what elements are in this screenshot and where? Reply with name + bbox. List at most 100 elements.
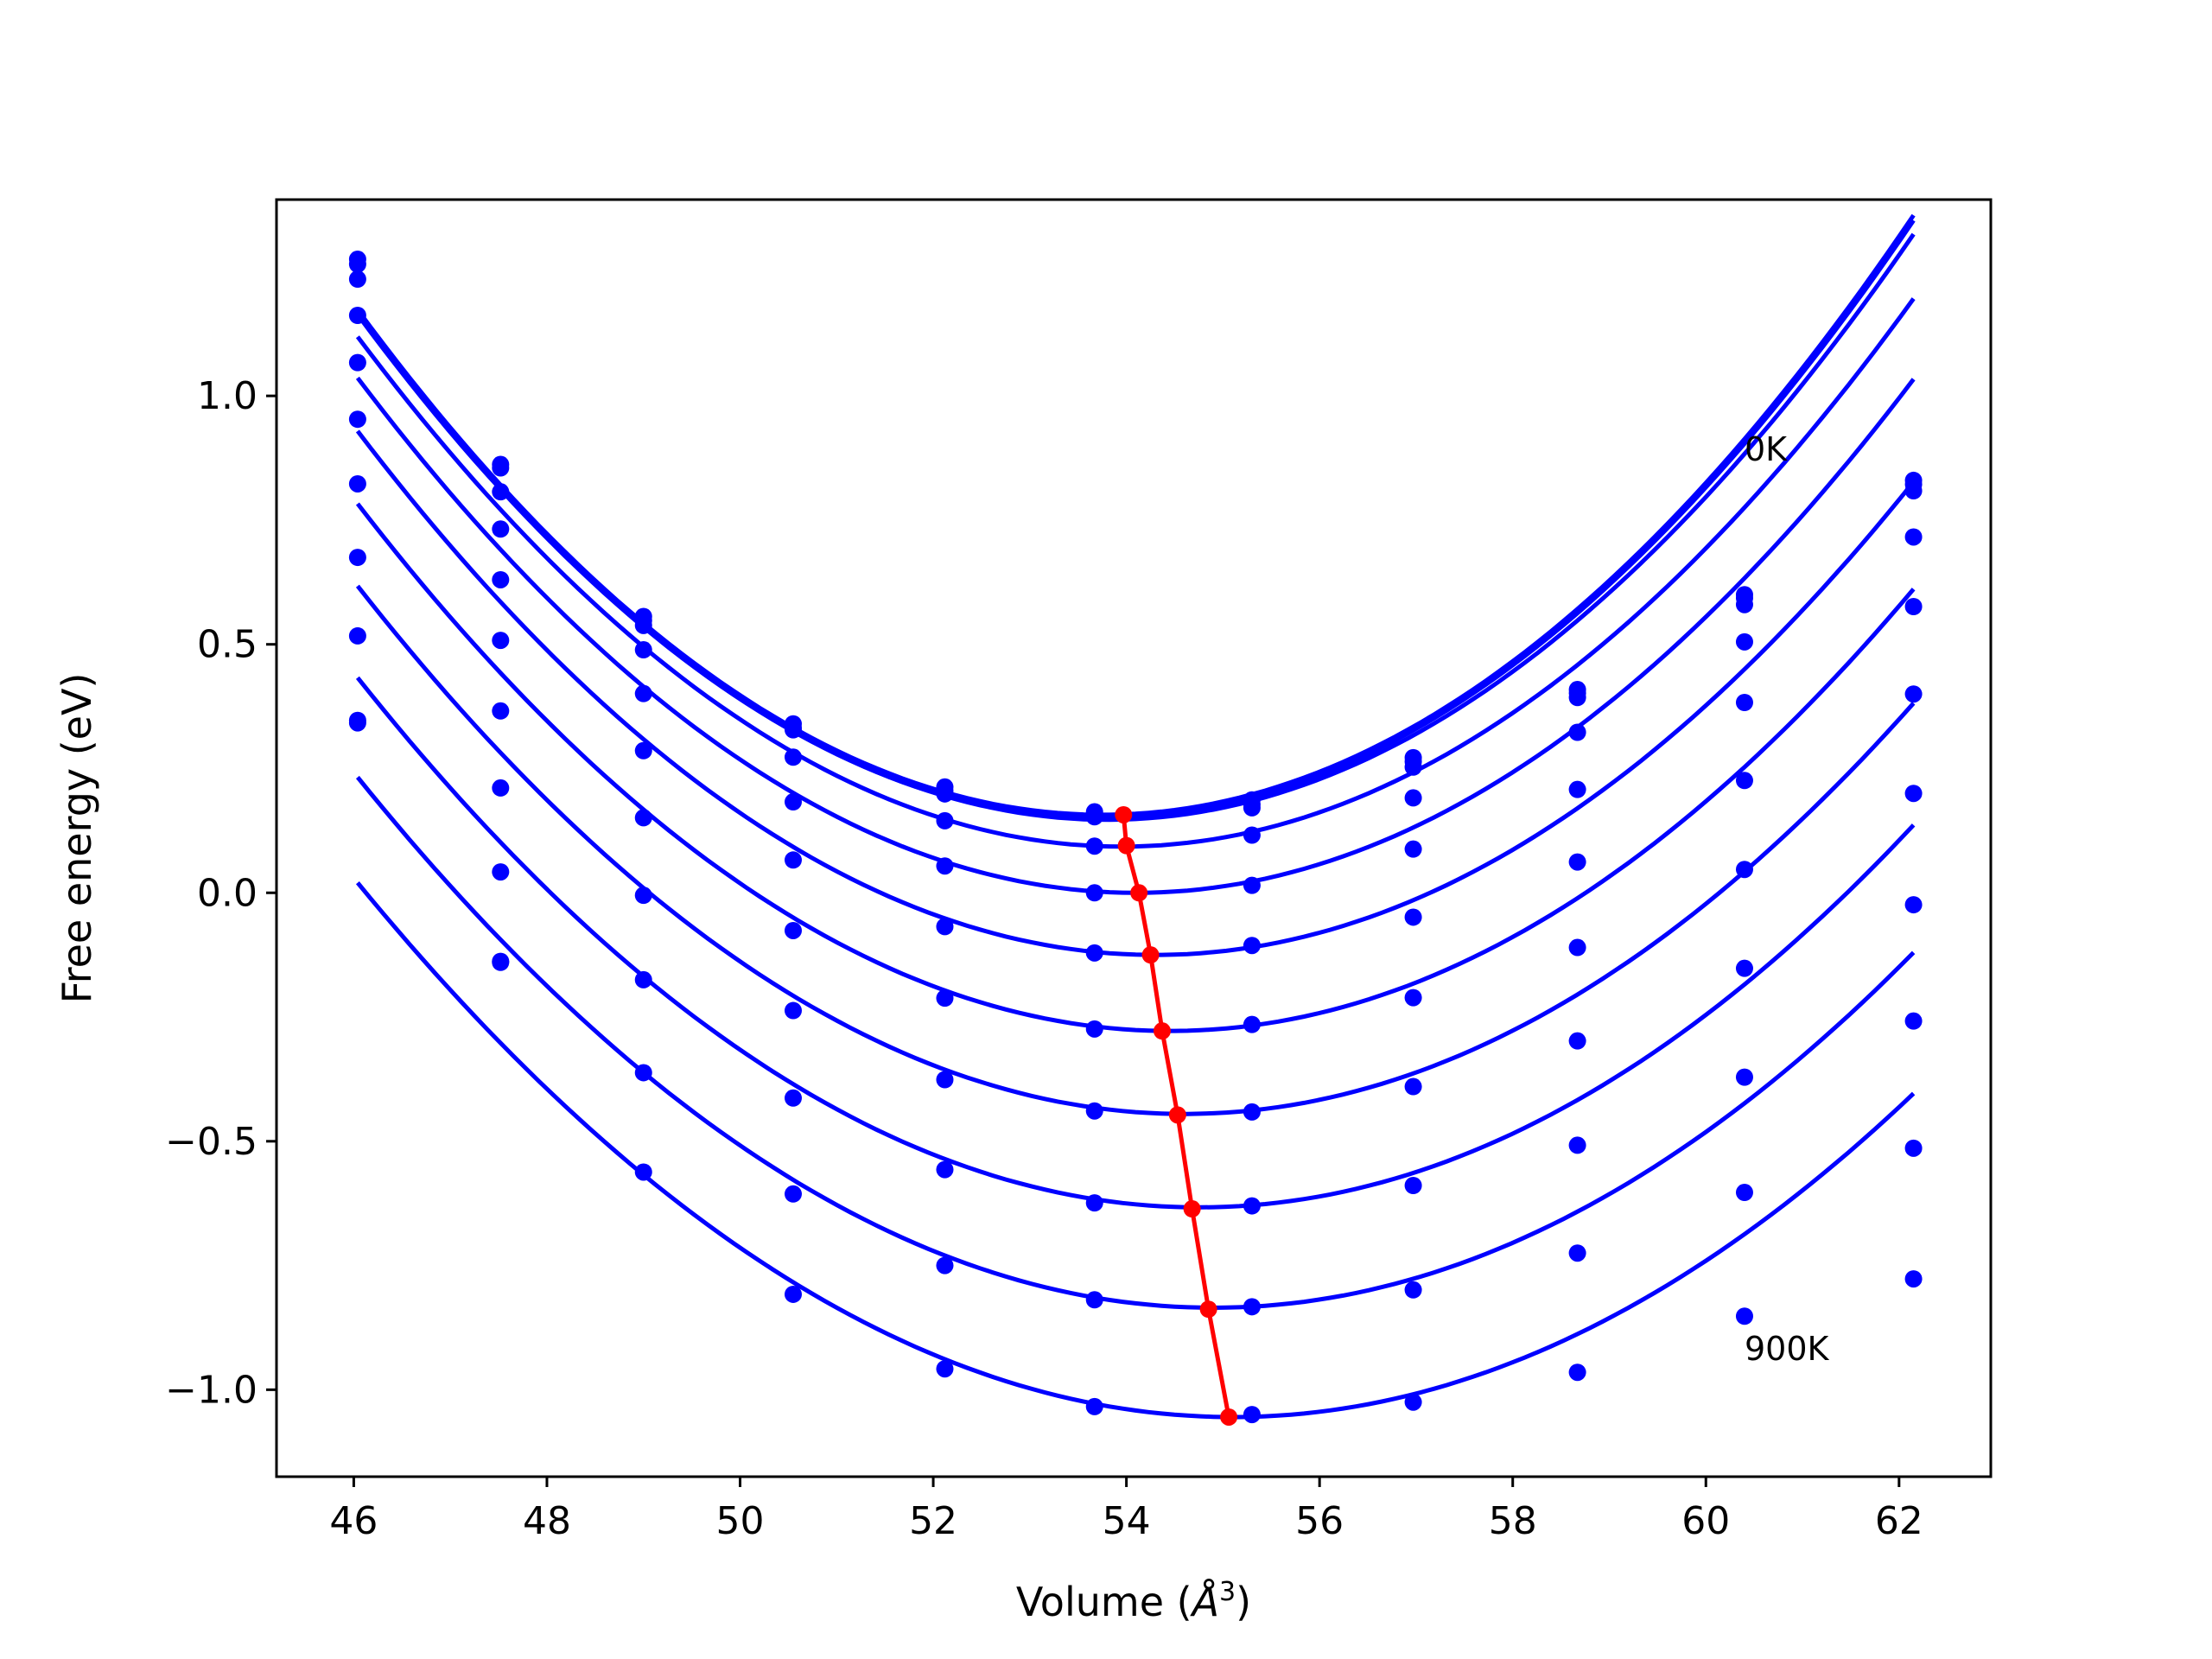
data-point-400K	[634, 684, 652, 702]
data-point-800K	[1404, 1176, 1422, 1194]
data-point-200K	[634, 616, 652, 634]
y-tick-label: 0.0	[197, 871, 257, 915]
fit-curve-900K	[355, 775, 1916, 1311]
data-point-900K	[1243, 1298, 1261, 1316]
data-point-400K	[1735, 693, 1753, 711]
y-axis-label: Free energy (eV)	[54, 673, 100, 1004]
data-point-500K	[1735, 772, 1753, 790]
data-point-300K	[492, 520, 510, 538]
data-point-300K	[1243, 826, 1261, 844]
data-point-600K	[634, 809, 652, 827]
fit-curve-800K	[355, 676, 1916, 1210]
fit-curve-200K	[355, 232, 1916, 823]
data-point-200K	[492, 483, 510, 501]
minimum-point	[1220, 1408, 1238, 1426]
data-point-600K	[1735, 861, 1753, 879]
plot-frame	[275, 198, 1993, 1478]
data-point-800K	[784, 1089, 802, 1107]
data-point-300K	[1085, 837, 1103, 855]
annotation-0k: 0K	[1745, 430, 1788, 468]
minimum-point	[1130, 884, 1148, 902]
data-point-700K	[1404, 1077, 1422, 1096]
data-point-200K	[1085, 808, 1103, 826]
minimum-point	[1199, 1300, 1217, 1319]
data-point-1000K	[1735, 1307, 1753, 1325]
data-point-900K	[1735, 1184, 1753, 1202]
data-point-1000K	[1404, 1393, 1422, 1411]
y-tick-label: 1.0	[197, 374, 257, 418]
data-point-400K	[936, 857, 954, 875]
data-point-500K	[936, 918, 954, 936]
data-point-600K	[936, 989, 954, 1007]
data-point-200K	[1904, 482, 1923, 500]
data-point-700K	[1735, 959, 1753, 977]
fit-curve-300K	[355, 297, 1916, 849]
annotation-900k: 900K	[1745, 1330, 1830, 1368]
annotations: 0K 900K	[1745, 430, 1830, 1368]
data-point-500K	[1904, 685, 1923, 703]
data-point-500K	[634, 741, 652, 760]
data-point-1000K	[348, 714, 366, 732]
data-point-1000K	[492, 953, 510, 971]
data-point-100K	[348, 255, 366, 273]
data-point-600K	[348, 474, 366, 493]
data-point-1000K	[1904, 1270, 1923, 1288]
data-point-900K	[1904, 1139, 1923, 1157]
data-point-600K	[492, 702, 510, 720]
data-point-400K	[1243, 876, 1261, 894]
fit-curve-600K	[355, 502, 1916, 1033]
x-tick-label: 60	[1681, 1499, 1730, 1543]
data-point-1000K	[1243, 1406, 1261, 1424]
data-point-700K	[1085, 1102, 1103, 1120]
data-point-1000K	[634, 1163, 652, 1181]
data-point-400K	[348, 353, 366, 372]
minimum-point	[1115, 805, 1133, 823]
fit-curve-1000K	[355, 881, 1916, 1420]
data-point-800K	[348, 626, 366, 645]
data-point-200K	[1243, 798, 1261, 817]
data-point-700K	[1243, 1103, 1261, 1121]
data-point-500K	[784, 851, 802, 869]
x-axis-label-close: )	[1236, 1579, 1251, 1625]
data-point-300K	[1568, 723, 1586, 741]
fit-curve-500K	[355, 429, 1916, 957]
minimum-point	[1183, 1200, 1201, 1218]
data-point-400K	[1904, 598, 1923, 616]
x-tick-label: 48	[523, 1499, 571, 1543]
data-point-600K	[1904, 785, 1923, 803]
x-tick-label: 52	[909, 1499, 957, 1543]
data-point-500K	[492, 632, 510, 650]
minimum-point	[1117, 836, 1135, 855]
minimum-point	[1168, 1106, 1186, 1124]
x-tick-label: 62	[1875, 1499, 1923, 1543]
data-point-600K	[784, 921, 802, 939]
data-point-1000K	[1568, 1363, 1586, 1382]
x-axis-label: Volume (Å3)	[1016, 1577, 1251, 1625]
minimum-point	[1141, 946, 1160, 964]
data-point-700K	[348, 549, 366, 567]
data-point-700K	[936, 1071, 954, 1089]
data-point-300K	[1735, 632, 1753, 651]
data-point-700K	[784, 1001, 802, 1020]
data-point-500K	[1568, 853, 1586, 871]
data-point-900K	[936, 1256, 954, 1274]
data-point-500K	[348, 410, 366, 429]
data-point-300K	[348, 306, 366, 324]
data-point-400K	[1404, 840, 1422, 858]
data-point-500K	[1404, 908, 1422, 926]
data-point-600K	[1243, 1015, 1261, 1033]
data-point-900K	[784, 1185, 802, 1203]
data-point-900K	[1085, 1291, 1103, 1309]
plot-area	[348, 213, 1923, 1426]
data-point-800K	[936, 1160, 954, 1179]
data-point-100K	[492, 459, 510, 477]
x-tick-label: 50	[716, 1499, 765, 1543]
minimum-point	[1153, 1022, 1171, 1040]
data-point-400K	[1568, 780, 1586, 798]
data-point-300K	[1904, 528, 1923, 546]
data-point-400K	[1085, 884, 1103, 902]
x-tick-label: 54	[1103, 1499, 1151, 1543]
data-point-200K	[1404, 758, 1422, 776]
